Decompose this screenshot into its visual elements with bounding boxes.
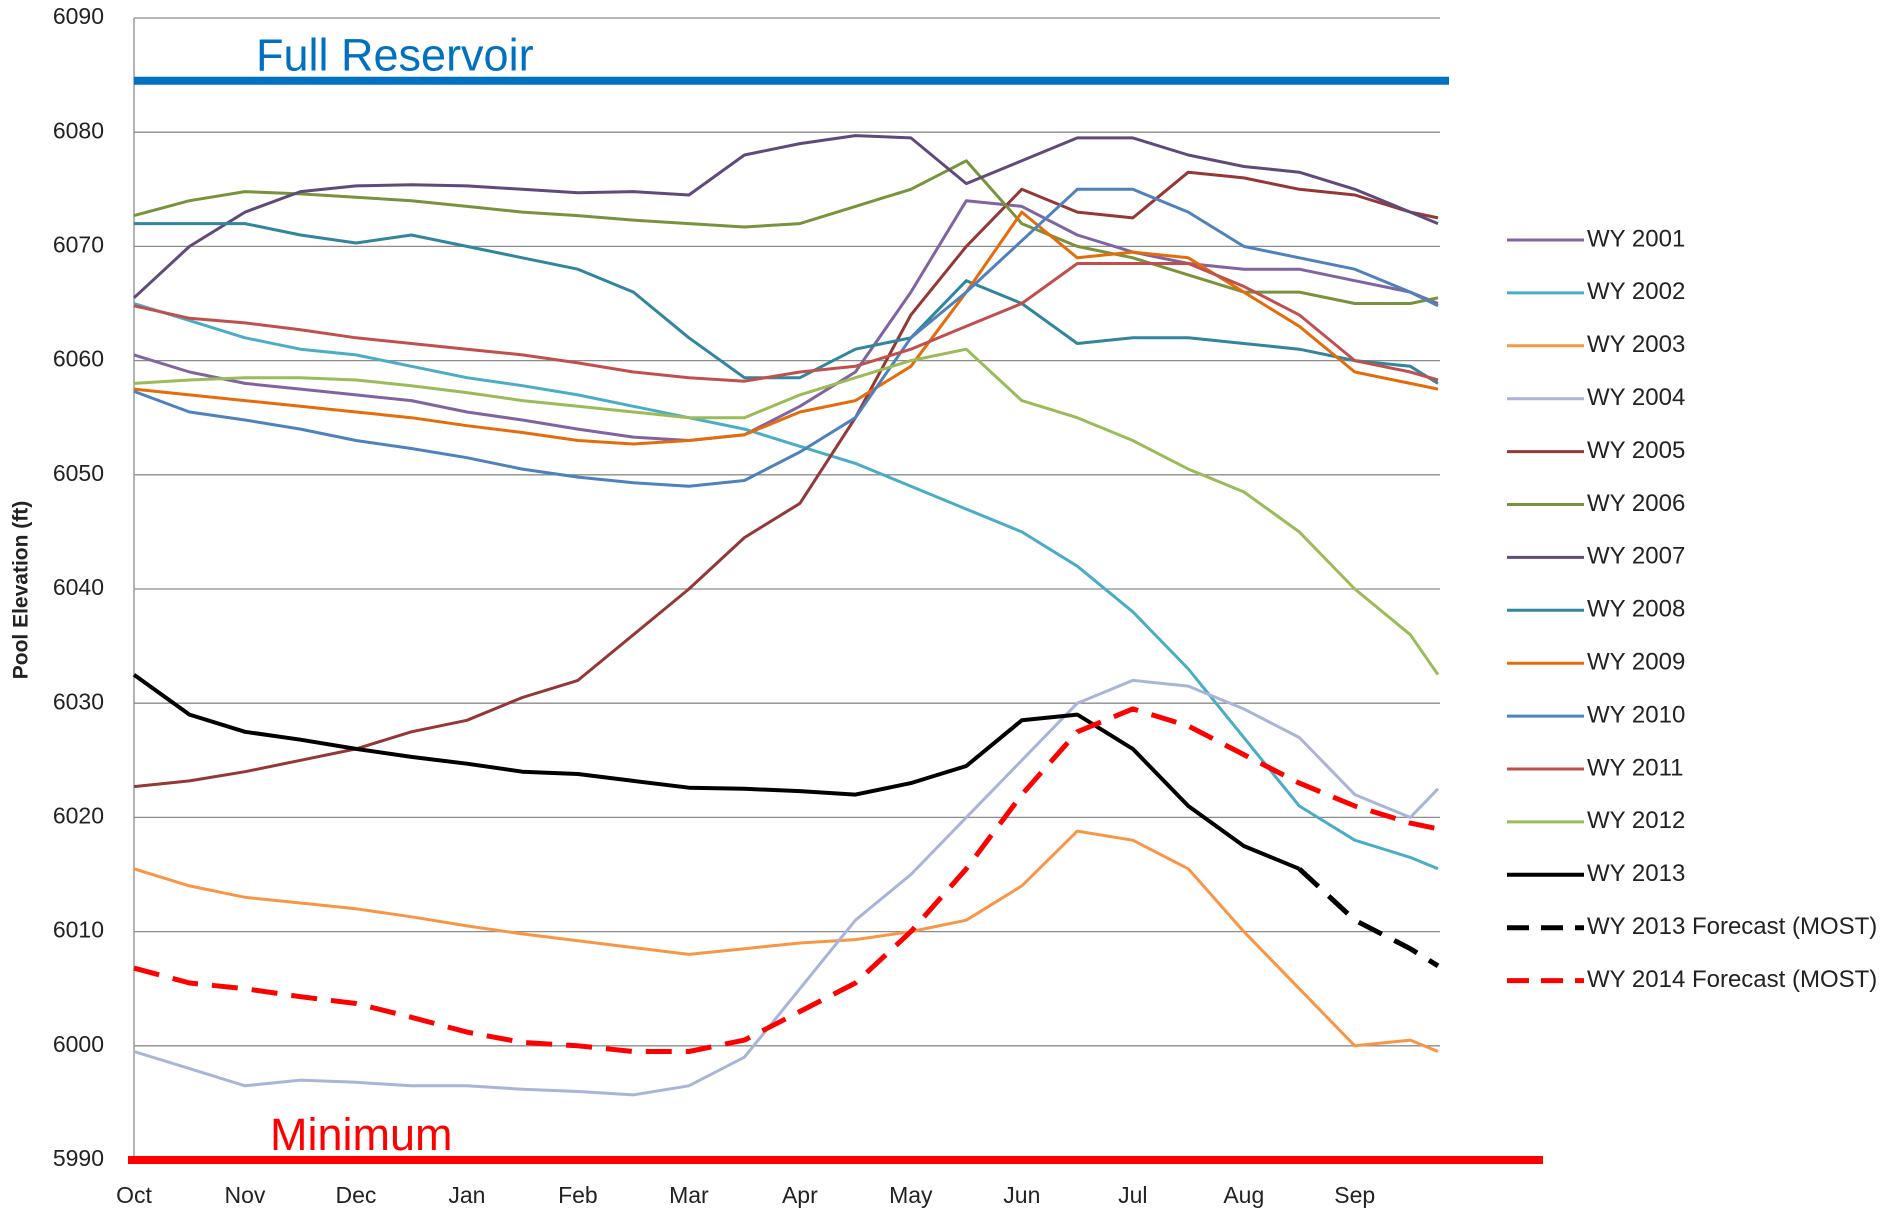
x-tick-label: Oct: [116, 1182, 152, 1208]
x-tick-label: Jun: [1003, 1182, 1040, 1208]
x-tick-label: Feb: [558, 1182, 598, 1208]
legend-label: WY 2003: [1587, 331, 1685, 358]
legend-label: WY 2008: [1587, 596, 1685, 623]
x-tick-label: Nov: [225, 1182, 266, 1208]
y-tick-label: 6050: [53, 460, 104, 486]
series-line: [133, 262, 1439, 383]
series-line: [133, 302, 1439, 871]
legend-label: WY 2002: [1587, 278, 1685, 305]
y-tick-label: 6060: [53, 346, 104, 372]
series-line: [133, 170, 1439, 789]
legend-label: WY 2013 Forecast (MOST): [1587, 913, 1877, 940]
x-tick-label: Apr: [782, 1182, 818, 1208]
legend-label: WY 2007: [1587, 543, 1685, 570]
legend-label: WY 2006: [1587, 490, 1685, 517]
y-tick-label: 6010: [53, 917, 104, 943]
x-tick-label: Sep: [1334, 1182, 1375, 1208]
y-tick-label: 6090: [53, 3, 104, 29]
x-tick-label: May: [889, 1182, 933, 1208]
x-tick-label: Jul: [1118, 1182, 1147, 1208]
y-tick-label: 6040: [53, 574, 104, 600]
x-tick-label: Jan: [448, 1182, 485, 1208]
y-tick-label: 6000: [53, 1031, 104, 1057]
series-line: [134, 222, 1439, 385]
series-line: [133, 210, 1439, 446]
legend-label: WY 2014 Forecast (MOST): [1587, 966, 1877, 993]
series-line: [133, 187, 1439, 488]
legend-label: WY 2012: [1587, 807, 1685, 834]
series-line: [132, 134, 1439, 299]
series-line: [133, 199, 1439, 442]
x-tick-label: Aug: [1223, 1182, 1264, 1208]
y-tick-label: 6030: [53, 688, 104, 714]
series-line: [133, 347, 1440, 676]
series-line: [1297, 866, 1440, 969]
series-line: [133, 159, 1439, 305]
series-line: [133, 829, 1439, 1053]
series-line: [133, 678, 1440, 1097]
y-tick-label: 5990: [53, 1145, 104, 1171]
x-tick-label: Mar: [669, 1182, 709, 1208]
y-axis-title: Pool Elevation (ft): [10, 501, 33, 680]
y-tick-label: 6080: [53, 117, 104, 143]
reference-label: Full Reservoir: [256, 30, 534, 81]
legend-label: WY 2005: [1587, 437, 1685, 464]
y-tick-label: 6070: [53, 231, 104, 257]
legend-label: WY 2004: [1587, 384, 1685, 411]
legend-label: WY 2013: [1587, 860, 1685, 887]
legend-label: WY 2011: [1587, 754, 1684, 781]
legend-label: WY 2001: [1587, 225, 1685, 252]
reference-label: Minimum: [270, 1109, 453, 1160]
legend-label: WY 2009: [1587, 649, 1685, 676]
y-tick-label: 6020: [53, 802, 104, 828]
series-line: [133, 706, 1439, 1054]
x-tick-label: Dec: [336, 1182, 377, 1208]
series-line: [132, 673, 1301, 871]
legend-label: WY 2010: [1587, 701, 1685, 728]
